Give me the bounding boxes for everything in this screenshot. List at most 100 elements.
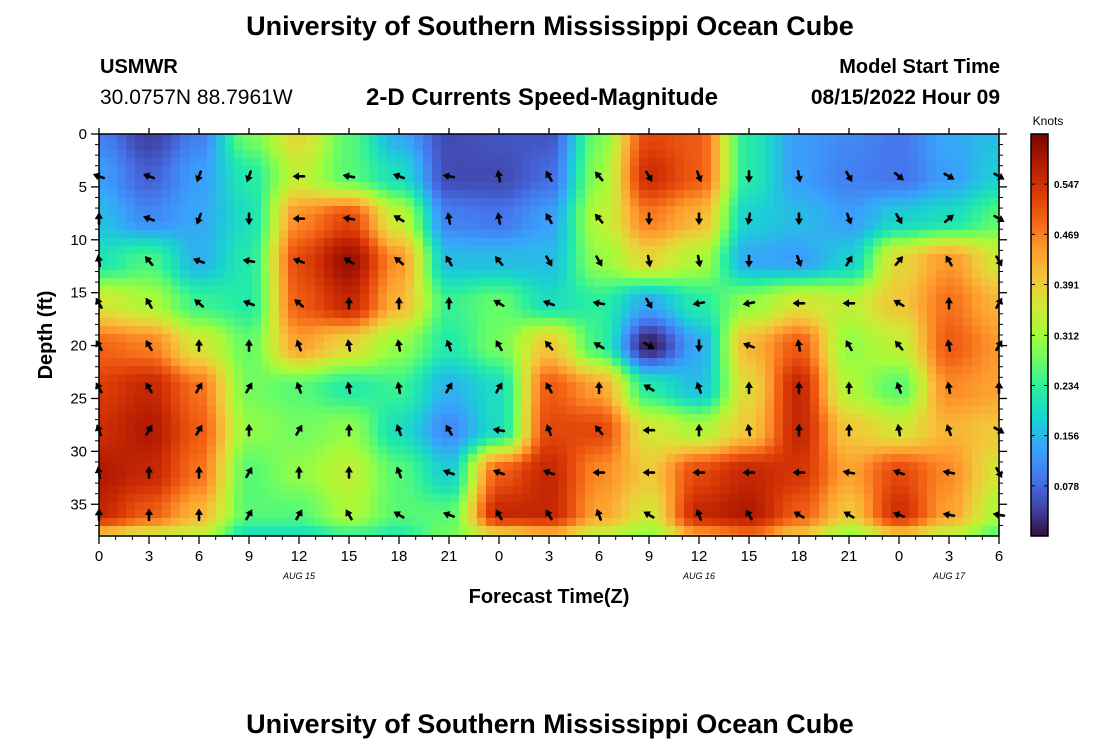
heatmap-cell: [711, 158, 721, 167]
heatmap-cell: [360, 462, 370, 471]
heatmap-cell: [198, 462, 208, 471]
heatmap-cell: [963, 374, 973, 383]
heatmap-cell: [126, 222, 136, 231]
heatmap-cell: [954, 190, 964, 199]
heatmap-cell: [963, 214, 973, 223]
heatmap-cell: [972, 254, 982, 263]
heatmap-cell: [594, 142, 604, 151]
heatmap-cell: [117, 270, 127, 279]
heatmap-cell: [378, 334, 388, 343]
heatmap-cell: [486, 366, 496, 375]
heatmap-cell: [657, 222, 667, 231]
heatmap-cell: [288, 270, 298, 279]
heatmap-cell: [657, 214, 667, 223]
heatmap-cell: [657, 358, 667, 367]
heatmap-cell: [720, 318, 730, 327]
heatmap-cell: [855, 462, 865, 471]
heatmap-cell: [900, 462, 910, 471]
heatmap-cell: [765, 230, 775, 239]
heatmap-cell: [603, 318, 613, 327]
heatmap-cell: [477, 222, 487, 231]
heatmap-cell: [567, 382, 577, 391]
heatmap-cell: [567, 302, 577, 311]
heatmap-cell: [207, 358, 217, 367]
heatmap-cell: [846, 390, 856, 399]
heatmap-cell: [711, 174, 721, 183]
heatmap-cell: [666, 366, 676, 375]
heatmap-cell: [711, 214, 721, 223]
heatmap-cell: [180, 350, 190, 359]
heatmap-cell: [450, 230, 460, 239]
heatmap-cell: [252, 374, 262, 383]
heatmap-cell: [738, 134, 748, 143]
heatmap-cell: [126, 142, 136, 151]
heatmap-cell: [315, 246, 325, 255]
heatmap-cell: [117, 182, 127, 191]
heatmap-cell: [765, 486, 775, 495]
heatmap-cell: [180, 278, 190, 287]
heatmap-cell: [747, 526, 757, 535]
heatmap-cell: [468, 454, 478, 463]
heatmap-cell: [450, 262, 460, 271]
heatmap-cell: [459, 310, 469, 319]
heatmap-cell: [567, 222, 577, 231]
heatmap-cell: [990, 334, 1000, 343]
heatmap-cell: [396, 230, 406, 239]
heatmap-cell: [342, 230, 352, 239]
heatmap-cell: [171, 438, 181, 447]
heatmap-cell: [405, 334, 415, 343]
heatmap-cell: [927, 310, 937, 319]
heatmap-cell: [747, 406, 757, 415]
heatmap-cell: [99, 214, 109, 223]
chart-subtitle: 2-D Currents Speed-Magnitude: [366, 84, 719, 111]
heatmap-cell: [513, 414, 523, 423]
heatmap-cell: [432, 166, 442, 175]
heatmap-cell: [351, 230, 361, 239]
heatmap-cell: [711, 390, 721, 399]
heatmap-cell: [702, 302, 712, 311]
heatmap-cell: [171, 198, 181, 207]
heatmap-cell: [846, 182, 856, 191]
heatmap-cell: [576, 374, 586, 383]
heatmap-cell: [477, 510, 487, 519]
heatmap-cell: [972, 510, 982, 519]
heatmap-cell: [324, 222, 334, 231]
heatmap-cell: [576, 422, 586, 431]
heatmap-cell: [603, 398, 613, 407]
heatmap-cell: [729, 254, 739, 263]
heatmap-cell: [144, 294, 154, 303]
heatmap-cell: [846, 158, 856, 167]
heatmap-cell: [963, 414, 973, 423]
heatmap-cell: [432, 414, 442, 423]
heatmap-cell: [837, 334, 847, 343]
heatmap-cell: [225, 134, 235, 143]
heatmap-cell: [279, 342, 289, 351]
heatmap-cell: [531, 158, 541, 167]
heatmap-cell: [531, 270, 541, 279]
heatmap-cell: [234, 486, 244, 495]
heatmap-cell: [216, 486, 226, 495]
heatmap-cell: [459, 246, 469, 255]
heatmap-cell: [594, 190, 604, 199]
heatmap-cell: [468, 262, 478, 271]
heatmap-cell: [261, 518, 271, 527]
heatmap-cell: [378, 302, 388, 311]
heatmap-cell: [684, 374, 694, 383]
heatmap-cell: [567, 470, 577, 479]
heatmap-cell: [828, 310, 838, 319]
heatmap-cell: [243, 358, 253, 367]
heatmap-cell: [243, 270, 253, 279]
heatmap-cell: [945, 438, 955, 447]
heatmap-cell: [117, 190, 127, 199]
heatmap-cell: [855, 214, 865, 223]
heatmap-cell: [495, 422, 505, 431]
heatmap-cell: [801, 318, 811, 327]
heatmap-cell: [549, 134, 559, 143]
heatmap-cell: [450, 318, 460, 327]
heatmap-cell: [621, 358, 631, 367]
heatmap-cell: [198, 134, 208, 143]
heatmap-cell: [369, 302, 379, 311]
heatmap-cell: [198, 486, 208, 495]
heatmap-cell: [405, 206, 415, 215]
heatmap-cell: [747, 438, 757, 447]
